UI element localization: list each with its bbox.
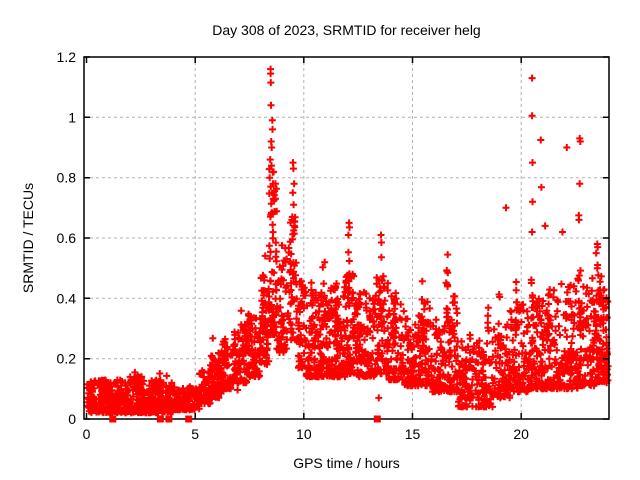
tick-label: 5	[191, 426, 199, 442]
data-points	[83, 65, 612, 417]
zero-marker-square	[373, 415, 381, 423]
tick-label: 0	[68, 411, 76, 427]
chart-title: Day 308 of 2023, SRMTID for receiver hel…	[212, 22, 481, 38]
tick-label: 0.4	[57, 290, 77, 306]
tick-label: 0.6	[57, 230, 77, 246]
tick-label: 15	[405, 426, 421, 442]
tick-label: 0.8	[57, 170, 77, 186]
grid-lines	[84, 57, 609, 419]
zero-marker-square	[165, 415, 173, 423]
zero-marker-square	[156, 415, 164, 423]
tick-labels: 0 0.2 0.4 0.6 0.8 1 1.2 0 5 10 15 20	[57, 49, 530, 442]
tick-label: 20	[513, 426, 529, 442]
x-axis-label: GPS time / hours	[293, 455, 400, 471]
zero-marker-square	[185, 415, 193, 423]
tick-label: 10	[296, 426, 312, 442]
tick-label: 1.2	[57, 49, 77, 65]
zero-marker-square	[109, 415, 117, 423]
tick-label: 1	[68, 109, 76, 125]
axis-ticks	[84, 56, 609, 420]
tick-label: 0	[83, 426, 91, 442]
tick-label: 0.2	[57, 351, 77, 367]
